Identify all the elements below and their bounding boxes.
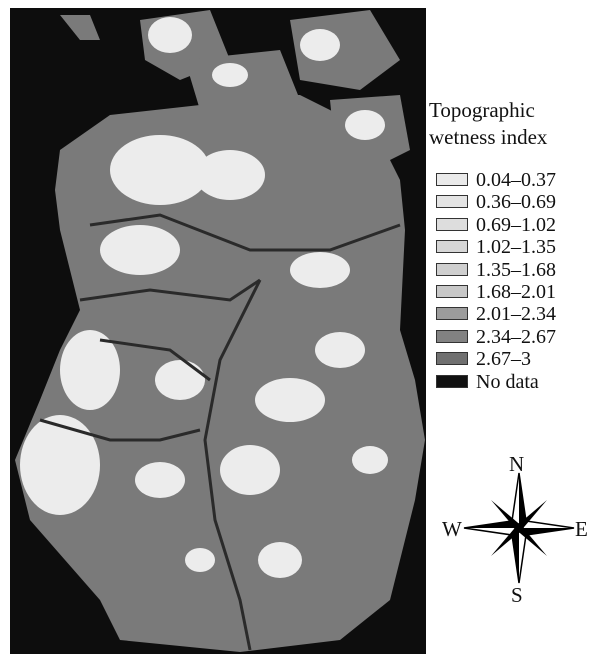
legend-label: 0.69–1.02 <box>476 214 556 236</box>
legend-swatch <box>436 240 468 253</box>
legend-swatch <box>436 218 468 231</box>
compass-w: W <box>442 517 462 542</box>
legend-swatch <box>436 173 468 186</box>
dry-patch <box>110 135 210 205</box>
legend-label: 1.68–2.01 <box>476 281 556 303</box>
dry-patch <box>258 542 302 578</box>
dry-patch <box>255 378 325 422</box>
legend-swatch <box>436 330 468 343</box>
legend-swatch <box>436 375 468 388</box>
legend-label: 2.34–2.67 <box>476 326 556 348</box>
dry-patch <box>135 462 185 498</box>
dry-patch <box>290 252 350 288</box>
dry-patch <box>148 17 192 53</box>
dry-patch <box>100 225 180 275</box>
dry-patch <box>155 360 205 400</box>
compass-n: N <box>509 452 524 477</box>
legend-title: Topographic wetness index <box>429 97 579 151</box>
legend-label: 0.04–0.37 <box>476 169 556 191</box>
dry-patch <box>20 415 100 515</box>
legend-swatch <box>436 307 468 320</box>
legend-swatch <box>436 263 468 276</box>
dry-patch <box>315 332 365 368</box>
legend-label: 1.02–1.35 <box>476 236 556 258</box>
legend-label: 0.36–0.69 <box>476 191 556 213</box>
legend-label: No data <box>476 371 539 393</box>
dry-patch <box>212 63 248 87</box>
legend-swatch <box>436 285 468 298</box>
legend-label: 2.01–2.34 <box>476 303 556 325</box>
dry-patch <box>300 29 340 61</box>
dry-patch <box>185 548 215 572</box>
legend-label: 1.35–1.68 <box>476 259 556 281</box>
dry-patch <box>352 446 388 474</box>
legend-swatch <box>436 352 468 365</box>
compass-rose <box>464 473 574 583</box>
dry-patch <box>345 110 385 140</box>
legend-swatch <box>436 195 468 208</box>
dry-patch <box>195 150 265 200</box>
legend-label: 2.67–3 <box>476 348 531 370</box>
compass-s: S <box>511 583 523 608</box>
dry-patch <box>220 445 280 495</box>
page: Topographic wetness index 0.04–0.370.36–… <box>0 0 598 662</box>
compass-e: E <box>575 517 588 542</box>
